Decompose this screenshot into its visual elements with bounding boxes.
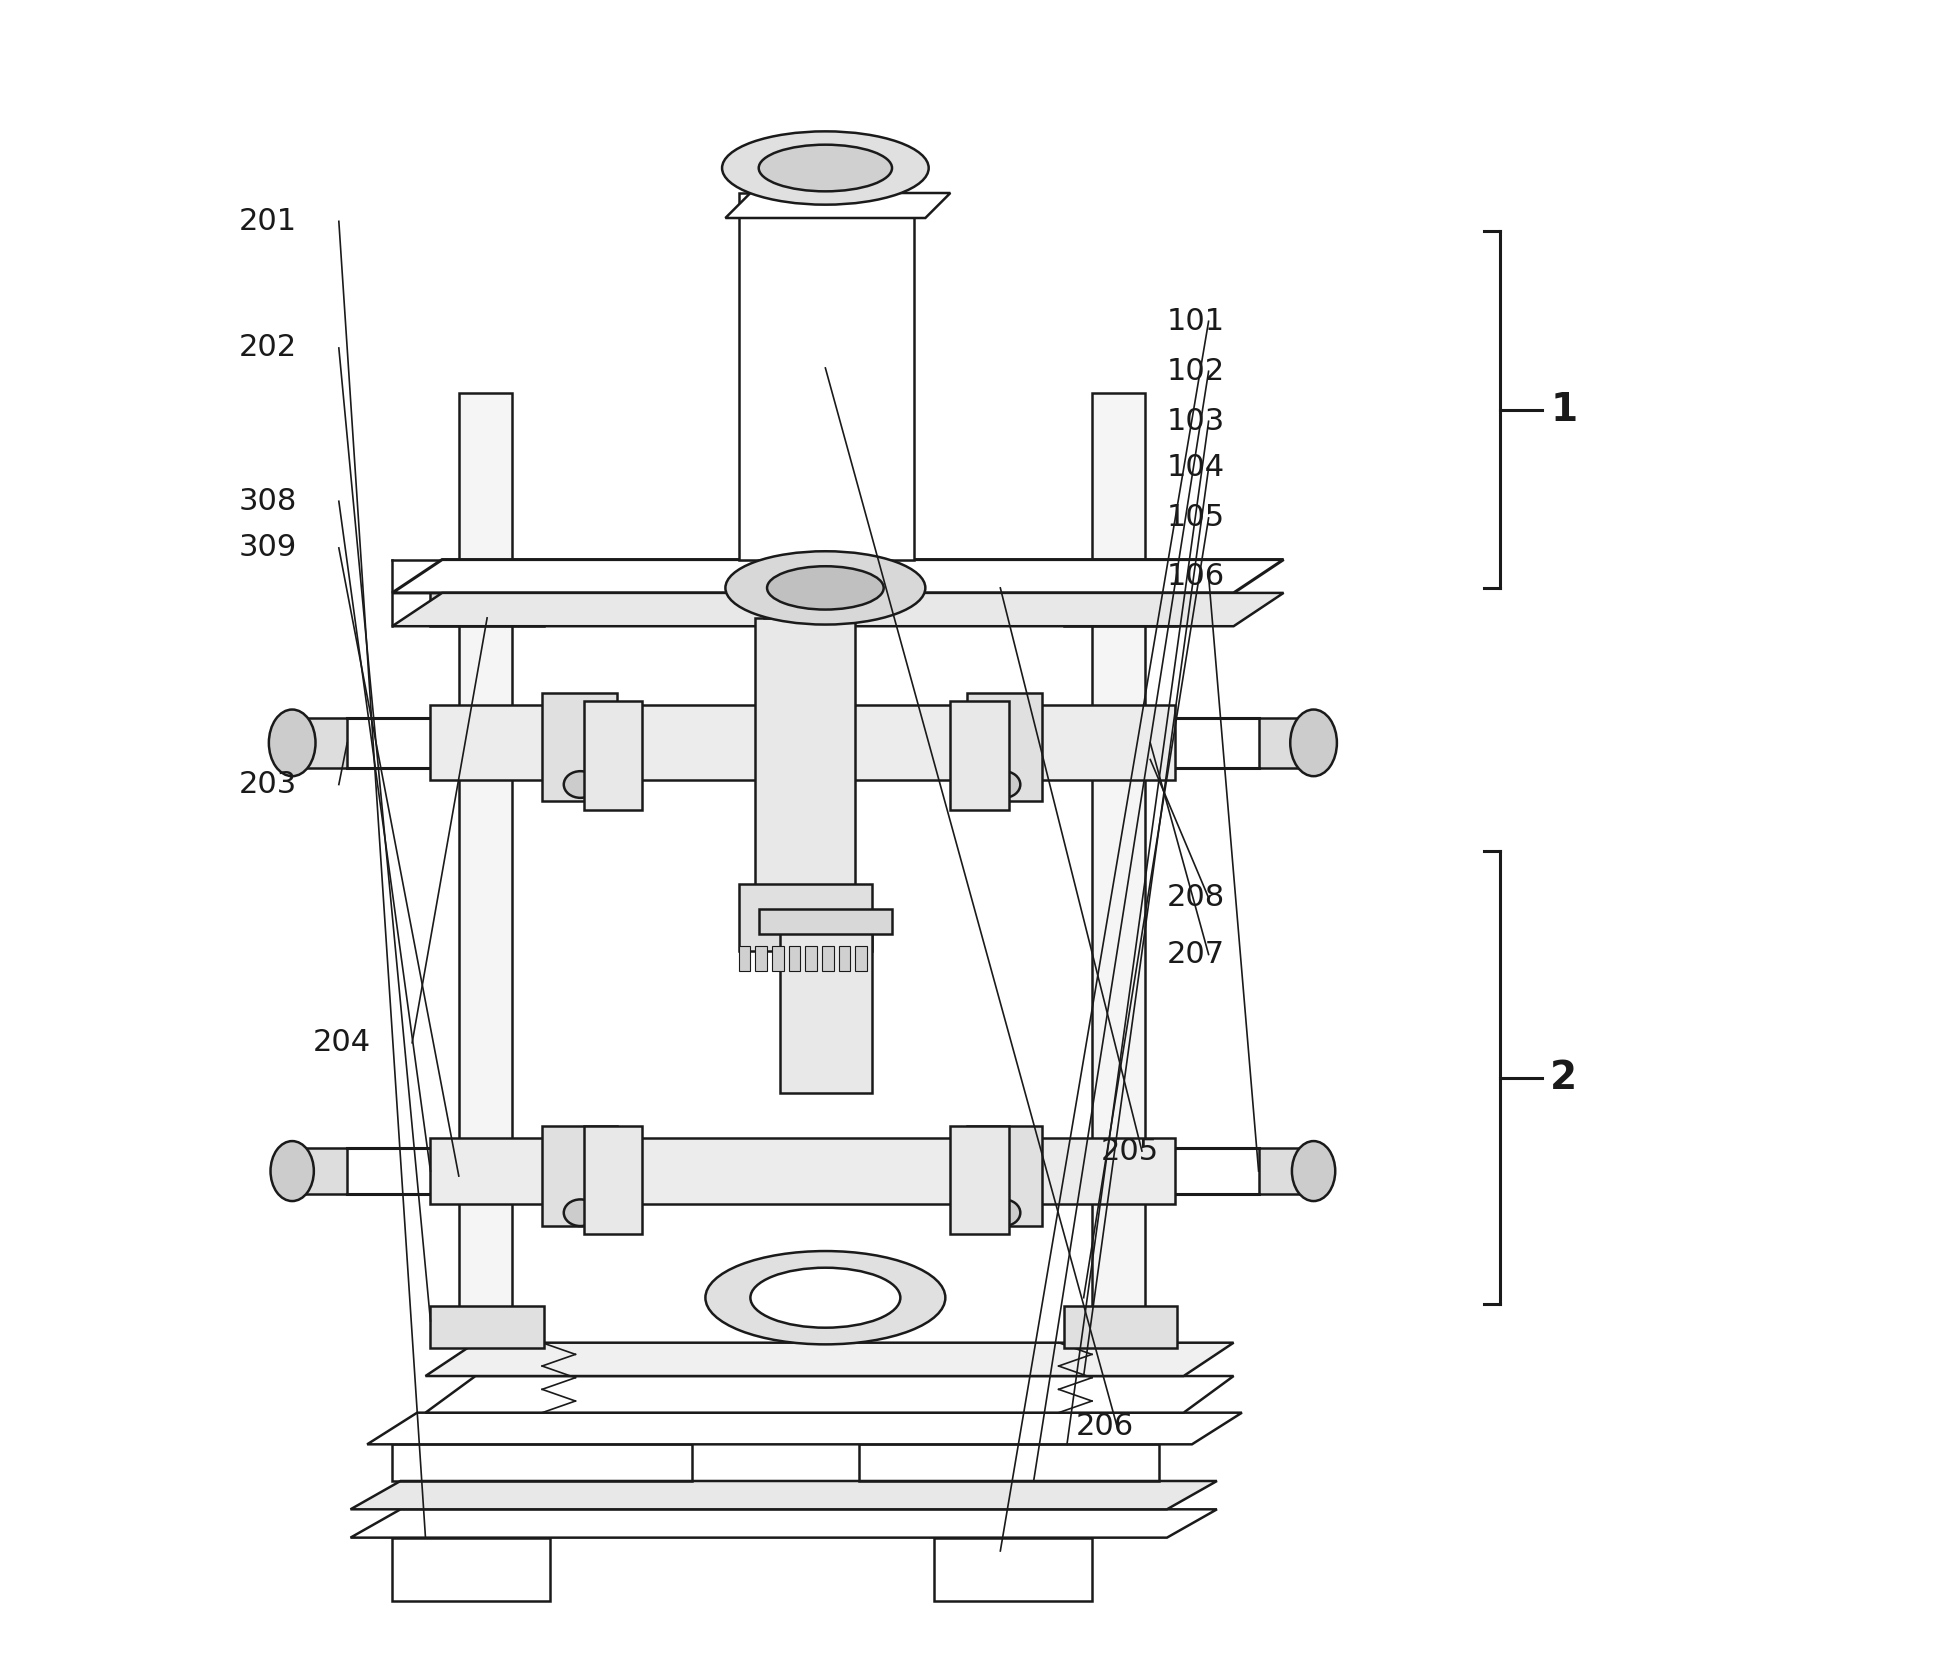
Bar — [584, 701, 642, 809]
Text: 205: 205 — [1100, 1137, 1158, 1165]
Bar — [1093, 392, 1145, 1342]
Text: 308: 308 — [238, 487, 298, 516]
Text: 206: 206 — [1075, 1412, 1133, 1440]
Polygon shape — [350, 1480, 1216, 1509]
Polygon shape — [425, 1342, 1234, 1375]
Polygon shape — [393, 592, 1284, 626]
Text: 106: 106 — [1166, 562, 1224, 591]
Bar — [739, 946, 750, 971]
Bar — [584, 1127, 642, 1235]
Bar — [393, 1537, 551, 1601]
Ellipse shape — [271, 1142, 313, 1202]
Polygon shape — [393, 559, 1284, 592]
Bar — [756, 946, 768, 971]
Bar — [855, 946, 866, 971]
Bar — [1259, 1148, 1323, 1195]
Bar — [431, 584, 543, 626]
Ellipse shape — [565, 1200, 598, 1227]
Bar — [431, 704, 1176, 779]
Ellipse shape — [758, 145, 892, 192]
Bar — [542, 1127, 617, 1227]
Text: 103: 103 — [1166, 407, 1226, 436]
Bar — [758, 910, 892, 935]
Ellipse shape — [1292, 1142, 1334, 1202]
Text: 208: 208 — [1166, 883, 1226, 913]
Bar — [789, 946, 801, 971]
Bar — [542, 693, 617, 801]
Text: 104: 104 — [1166, 454, 1224, 482]
Text: 105: 105 — [1166, 504, 1224, 532]
Bar — [859, 1444, 1158, 1480]
Text: 201: 201 — [240, 207, 298, 235]
Bar — [934, 1537, 1093, 1601]
Bar — [431, 1307, 543, 1347]
Text: 204: 204 — [313, 1028, 371, 1056]
Text: 102: 102 — [1166, 357, 1224, 386]
Ellipse shape — [706, 1252, 946, 1344]
Bar — [1064, 1307, 1178, 1347]
Bar — [950, 1127, 1010, 1235]
Polygon shape — [425, 1375, 1234, 1412]
Bar — [756, 618, 855, 935]
Ellipse shape — [1290, 709, 1336, 776]
Bar — [772, 946, 783, 971]
Bar — [739, 885, 872, 951]
Bar — [764, 584, 847, 618]
Polygon shape — [725, 194, 950, 219]
Bar — [1259, 718, 1323, 768]
Bar — [822, 946, 834, 971]
Text: 2: 2 — [1551, 1058, 1578, 1097]
Ellipse shape — [986, 1200, 1021, 1227]
Bar — [805, 946, 816, 971]
Text: 101: 101 — [1166, 307, 1224, 335]
Ellipse shape — [986, 771, 1021, 798]
Ellipse shape — [269, 709, 315, 776]
Bar — [781, 926, 872, 1093]
Bar — [967, 1127, 1042, 1227]
Bar — [1064, 584, 1178, 626]
Ellipse shape — [768, 566, 884, 609]
Bar — [839, 946, 851, 971]
Text: 202: 202 — [240, 334, 298, 362]
Polygon shape — [367, 1412, 1242, 1444]
Ellipse shape — [725, 551, 924, 624]
Polygon shape — [350, 1509, 1216, 1537]
Ellipse shape — [721, 132, 928, 205]
Bar — [284, 1148, 348, 1195]
Bar — [284, 718, 348, 768]
Bar — [967, 693, 1042, 801]
Ellipse shape — [565, 771, 598, 798]
Bar — [393, 1444, 692, 1480]
Bar — [458, 392, 513, 1342]
Text: 1: 1 — [1551, 391, 1578, 429]
Bar — [431, 1138, 1176, 1205]
Bar — [739, 194, 913, 559]
Text: 203: 203 — [240, 769, 298, 799]
Text: 207: 207 — [1166, 940, 1224, 970]
Bar — [950, 701, 1010, 809]
Ellipse shape — [750, 1268, 901, 1329]
Text: 309: 309 — [240, 534, 298, 562]
